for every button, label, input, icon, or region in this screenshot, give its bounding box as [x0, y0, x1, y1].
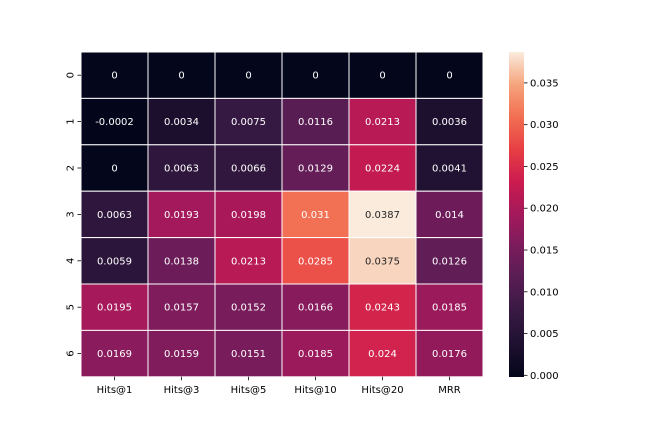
cell-value-label: 0.0034 — [164, 117, 199, 128]
heatmap-cell — [80, 51, 149, 99]
heatmap-cell — [348, 237, 417, 285]
cell-value-label: 0.0129 — [298, 164, 333, 175]
x-tick-label: Hits@5 — [231, 385, 267, 396]
cell-value-label: 0.0185 — [298, 349, 333, 360]
heatmap-cell — [214, 237, 283, 285]
heatmap-cell — [214, 190, 283, 239]
heatmap-cell — [281, 329, 350, 378]
cell-value-label: 0.0075 — [231, 117, 266, 128]
y-tick-label: 4 — [66, 258, 77, 264]
cell-value-label: 0.0176 — [432, 349, 467, 360]
colorbar-tick-label: 0.000 — [530, 371, 559, 382]
cell-value-label: 0.0138 — [164, 256, 199, 267]
heatmap-cell — [147, 97, 216, 146]
cell-value-label: 0.0041 — [432, 164, 467, 175]
colorbar-tick-label: 0.010 — [530, 287, 559, 298]
cell-value-label: 0.0387 — [365, 210, 400, 221]
y-tick-label: 6 — [66, 350, 77, 356]
heatmap-cell — [214, 51, 283, 99]
y-tick-label: 5 — [66, 304, 77, 310]
cell-value-label: 0.0166 — [298, 303, 333, 314]
cell-value-label: 0.0116 — [298, 117, 333, 128]
cell-value-label: 0.0185 — [432, 303, 467, 314]
x-tick-label: Hits@1 — [97, 385, 133, 396]
heatmap-cell — [348, 190, 417, 239]
heatmap-cell — [415, 97, 484, 146]
x-tick-label: Hits@3 — [164, 385, 200, 396]
cell-value-label: 0.0036 — [432, 117, 467, 128]
heatmap-cell — [281, 97, 350, 146]
cell-value-label: 0 — [111, 71, 117, 82]
heatmap-cells: 0 0 0 0 0 0 -0.0002 0.0034 0.0075 0.0116 0.0213 0.0… — [80, 51, 484, 378]
cell-value-label: 0 — [111, 164, 117, 175]
cell-value-label: 0 — [446, 71, 452, 82]
heatmap-cell — [415, 190, 484, 239]
cell-value-label: 0.0375 — [365, 256, 400, 267]
heatmap-cell — [80, 329, 149, 378]
cell-value-label: 0.0243 — [365, 303, 400, 314]
heatmap-cell — [80, 283, 149, 331]
cell-value-label: 0.0285 — [298, 256, 333, 267]
x-tick-label: MRR — [438, 385, 461, 396]
heatmap-cell — [147, 190, 216, 239]
heatmap-cell — [348, 144, 417, 192]
colorbar-tick-label: 0.035 — [530, 78, 559, 89]
cell-value-label: 0.0159 — [164, 349, 199, 360]
cell-value-label: 0.0213 — [231, 256, 266, 267]
cell-value-label: 0.0195 — [97, 303, 132, 314]
colorbar-gradient — [509, 52, 524, 377]
cell-value-label: 0.0059 — [97, 256, 132, 267]
colorbar: 0.000 0.005 0.010 0.015 0.020 0.025 0.030 0.035 — [509, 52, 559, 382]
heatmap-cell — [214, 329, 283, 378]
cell-value-label: 0 — [312, 71, 318, 82]
heatmap-cell — [147, 51, 216, 99]
cell-value-label: 0.0224 — [365, 164, 400, 175]
heatmap-cell — [281, 190, 350, 239]
y-tick-label: 2 — [66, 165, 77, 171]
cell-value-label: 0 — [379, 71, 385, 82]
heatmap-cell — [415, 51, 484, 99]
colorbar-tick-label: 0.005 — [530, 329, 559, 340]
cell-value-label: 0.031 — [301, 210, 330, 221]
heatmap-cell — [281, 144, 350, 192]
x-axis-ticks: Hits@1 Hits@3 Hits@5 Hits@10 Hits@20 MRR — [97, 376, 461, 396]
y-axis-ticks: 0 1 2 3 4 5 6 — [66, 72, 81, 357]
heatmap-cell — [415, 283, 484, 331]
cell-value-label: 0.024 — [368, 349, 397, 360]
cell-value-label: -0.0002 — [95, 117, 134, 128]
cell-value-label: 0.014 — [435, 210, 464, 221]
colorbar-tick-label: 0.020 — [530, 204, 559, 215]
y-tick-label: 1 — [66, 118, 77, 124]
cell-value-label: 0.0151 — [231, 349, 266, 360]
cell-value-label: 0.0198 — [231, 210, 266, 221]
cell-value-label: 0.0126 — [432, 256, 467, 267]
x-tick-label: Hits@20 — [361, 385, 403, 396]
x-tick-label: Hits@10 — [294, 385, 336, 396]
heatmap-cell — [147, 144, 216, 192]
heatmap-cell — [415, 237, 484, 285]
cell-value-label: 0.0066 — [231, 164, 266, 175]
cell-value-label: 0.0152 — [231, 303, 266, 314]
colorbar-tick-label: 0.015 — [530, 246, 559, 257]
heatmap-cell — [415, 329, 484, 378]
colorbar-tick-label: 0.025 — [530, 162, 559, 173]
y-tick-label: 3 — [66, 211, 77, 217]
cell-value-label: 0.0157 — [164, 303, 199, 314]
colorbar-tick-label: 0.030 — [530, 120, 559, 131]
heatmap-cell — [80, 190, 149, 239]
heatmap-cell — [80, 237, 149, 285]
cell-value-label: 0 — [245, 71, 251, 82]
heatmap-cell — [415, 144, 484, 192]
cell-value-label: 0.0193 — [164, 210, 199, 221]
cell-value-label: 0 — [178, 71, 184, 82]
cell-value-label: 0.0169 — [97, 349, 132, 360]
cell-value-label: 0.0213 — [365, 117, 400, 128]
heatmap-cell — [281, 237, 350, 285]
cell-value-label: 0.0063 — [164, 164, 199, 175]
cell-value-label: 0.0063 — [97, 210, 132, 221]
y-tick-label: 0 — [66, 72, 77, 78]
